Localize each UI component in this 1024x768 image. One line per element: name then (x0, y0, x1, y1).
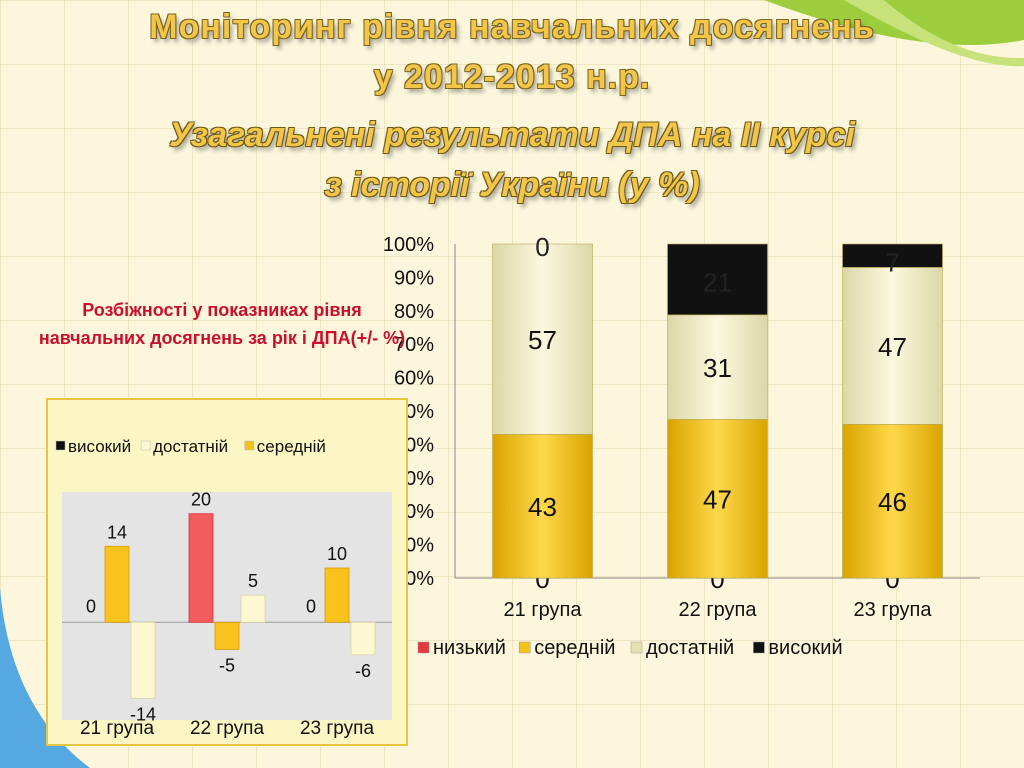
bar (188, 513, 214, 623)
y-tick-label: 70% (394, 334, 434, 356)
slide-title-year: у 2012-2013 н.р. (373, 58, 651, 96)
data-label: 7 (885, 248, 899, 278)
decorative-swoosh (764, 0, 1024, 67)
y-tick-label: 100% (383, 234, 434, 256)
x-tick-label: 22 група (679, 599, 758, 621)
legend-swatch (140, 440, 151, 451)
data-label: -14 (130, 704, 156, 724)
bar-segment (667, 419, 768, 579)
data-label: 20 (191, 490, 211, 510)
y-tick-label: 90% (394, 267, 434, 289)
legend-label: достатній (646, 637, 734, 659)
legend-label: високий (768, 637, 842, 659)
legend-label: середній (534, 637, 615, 659)
legend-label: середній (257, 437, 326, 456)
x-tick-label: 23 група (854, 599, 933, 621)
legend-label: високий (68, 437, 131, 456)
data-label: 46 (878, 487, 907, 517)
data-label: 47 (703, 485, 732, 515)
x-tick-label: 21 група (80, 718, 154, 739)
bar (240, 594, 266, 623)
y-tick-label: 80% (394, 301, 434, 323)
bar-segment (842, 267, 943, 425)
decorative-corner (0, 588, 90, 768)
data-label: -5 (219, 655, 235, 675)
data-label: 0 (306, 596, 316, 616)
x-tick-label: 23 група (300, 718, 374, 739)
data-label: -6 (355, 661, 371, 681)
data-label: 0 (535, 232, 549, 262)
data-label: 21 (703, 267, 732, 297)
slide-subtitle: Узагальнені результати ДПА на ІІ курсі (169, 116, 855, 154)
legend-swatch (55, 440, 66, 451)
legend-swatch (630, 641, 643, 654)
bar (130, 621, 156, 699)
data-label: 5 (248, 571, 258, 591)
bar-segment (492, 434, 593, 579)
bar (214, 621, 240, 650)
bar-segment (667, 314, 768, 420)
data-label: 47 (878, 332, 907, 362)
legend-swatch (417, 641, 430, 654)
bar (324, 567, 350, 623)
bar-segment (842, 243, 943, 268)
bar-segment (492, 243, 593, 435)
bar (104, 545, 130, 623)
data-label: 14 (107, 522, 127, 542)
legend-swatch (518, 641, 531, 654)
bar-segment (842, 424, 943, 579)
legend-label: низький (433, 637, 506, 659)
legend-swatch (244, 440, 255, 451)
slide-subtitle-subject: з історії України (у %) (324, 166, 700, 204)
legend-swatch (753, 641, 765, 654)
bar-segment (667, 243, 768, 316)
bar (350, 621, 376, 656)
x-tick-label: 21 група (504, 599, 583, 621)
data-label: 10 (327, 544, 347, 564)
differences-chart-panel: високий достатній середній 0 14 -14 21 група 20… (46, 398, 408, 746)
y-tick-label: 0% (405, 568, 434, 590)
data-label: 43 (528, 492, 557, 522)
legend-label: достатній (153, 437, 228, 456)
x-tick-label: 22 група (190, 718, 264, 739)
differences-caption: Розбіжності у показниках рівня навчальни… (38, 300, 406, 348)
data-label: 0 (86, 596, 96, 616)
data-label: 57 (528, 325, 557, 355)
slide-title: Моніторинг рівня навчальних досягнень (149, 8, 875, 46)
data-label: 31 (703, 353, 732, 383)
y-tick-label: 60% (394, 368, 434, 390)
